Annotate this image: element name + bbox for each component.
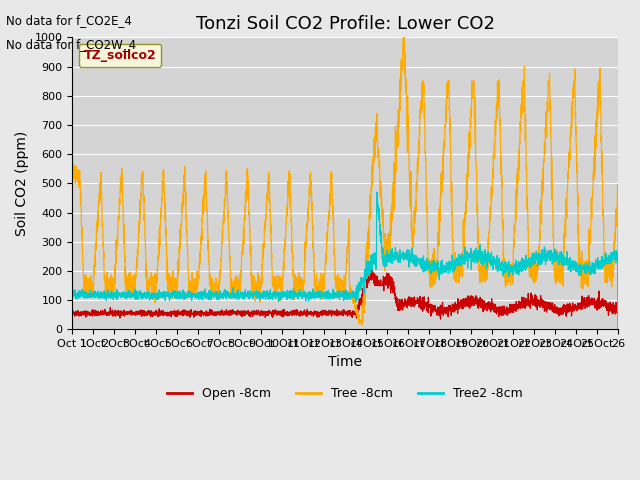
Tree2 -8cm <box>68 295 76 301</box>
Line: Tree2 -8cm: Tree2 -8cm <box>72 192 618 329</box>
Open -8cm <box>367 262 374 268</box>
Tree2 -8cm <box>131 293 138 299</box>
Tree -8cm <box>131 288 138 294</box>
Tree -8cm <box>68 177 76 183</box>
X-axis label: Time: Time <box>328 355 362 369</box>
Tree -8cm <box>400 35 408 40</box>
Open -8cm <box>163 313 171 319</box>
Tree -8cm <box>545 78 552 84</box>
Tree -8cm <box>301 240 309 245</box>
Open -8cm <box>604 301 611 307</box>
Open -8cm <box>68 310 76 315</box>
Open -8cm <box>301 310 309 316</box>
Tree -8cm <box>614 326 622 332</box>
Open -8cm <box>131 310 138 316</box>
Open -8cm <box>614 308 622 313</box>
Tree2 -8cm <box>604 256 611 262</box>
Title: Tonzi Soil CO2 Profile: Lower CO2: Tonzi Soil CO2 Profile: Lower CO2 <box>196 15 495 33</box>
Tree -8cm <box>163 255 171 261</box>
Tree2 -8cm <box>278 294 285 300</box>
Text: No data for f_CO2W_4: No data for f_CO2W_4 <box>6 38 136 51</box>
Tree2 -8cm <box>373 189 381 195</box>
Open -8cm <box>436 316 444 322</box>
Tree2 -8cm <box>301 290 309 296</box>
Tree2 -8cm <box>163 292 171 298</box>
Tree2 -8cm <box>545 252 552 258</box>
Open -8cm <box>278 312 285 318</box>
Tree -8cm <box>604 279 611 285</box>
Y-axis label: Soil CO2 (ppm): Soil CO2 (ppm) <box>15 131 29 236</box>
Open -8cm <box>545 300 552 305</box>
Line: Open -8cm: Open -8cm <box>72 265 618 319</box>
Tree -8cm <box>278 283 285 289</box>
Line: Tree -8cm: Tree -8cm <box>72 37 618 329</box>
Text: No data for f_CO2E_4: No data for f_CO2E_4 <box>6 14 132 27</box>
Tree2 -8cm <box>614 326 622 332</box>
Legend: Open -8cm, Tree -8cm, Tree2 -8cm: Open -8cm, Tree -8cm, Tree2 -8cm <box>163 382 528 405</box>
